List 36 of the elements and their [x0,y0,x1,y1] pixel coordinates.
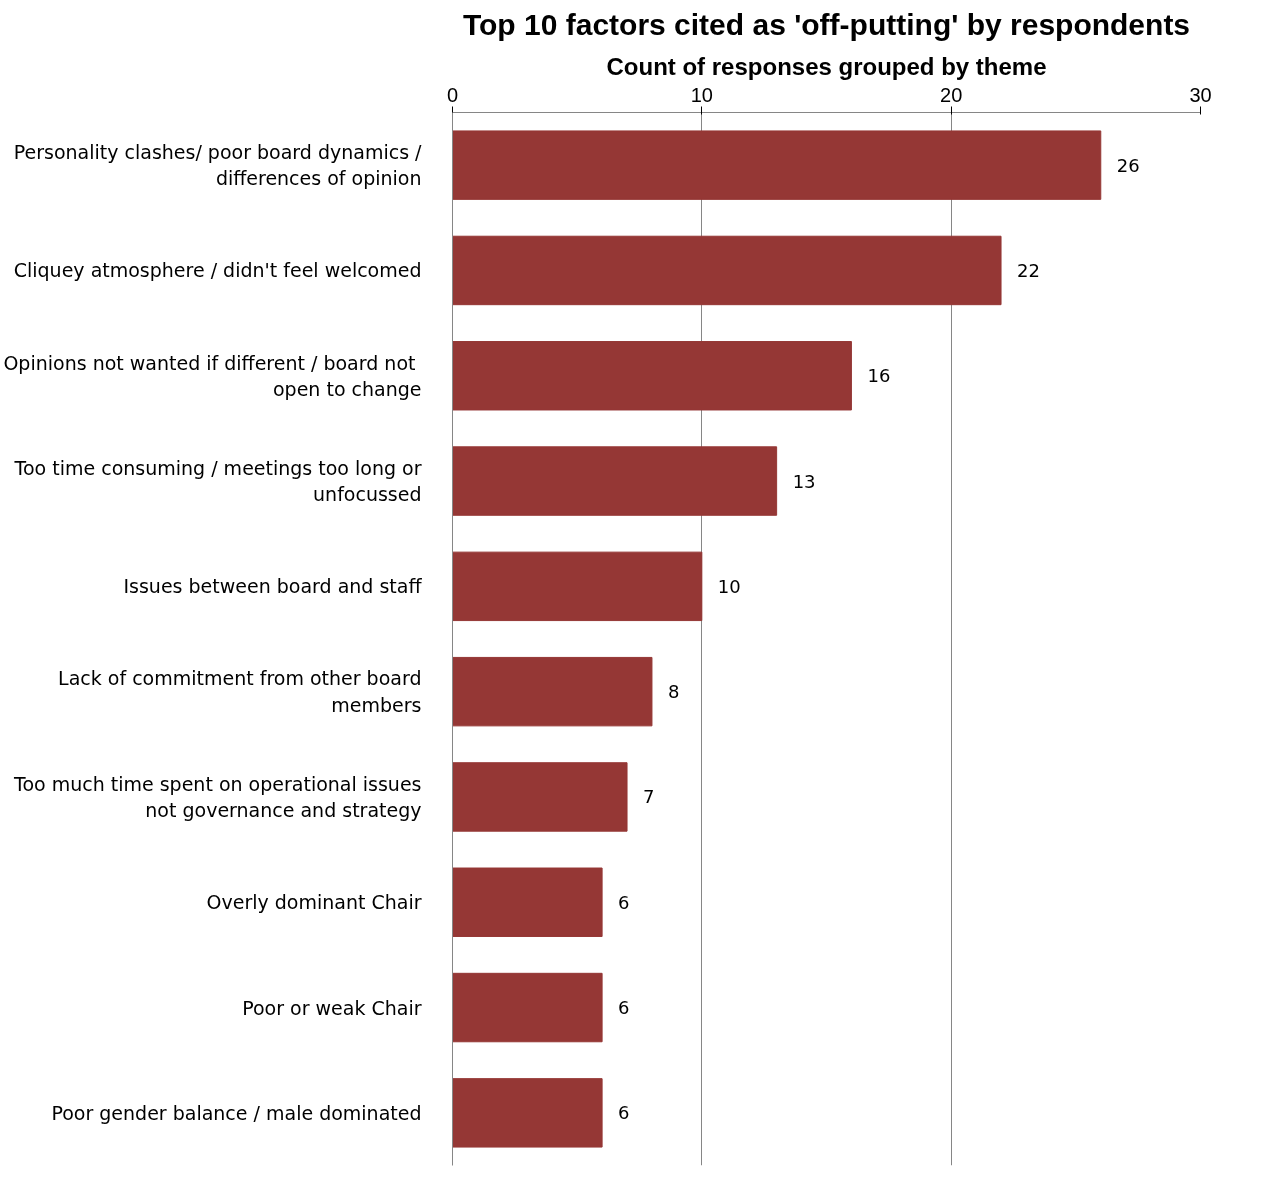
bar [452,762,628,832]
chart-title: Top 10 factors cited as 'off-putting' by respondents [462,7,1191,41]
data-label: 6 [618,1102,630,1124]
data-label: 13 [792,470,816,492]
y-tick-label: Lack of commitment from other board members [58,667,422,716]
x-tick-label: 0 [446,83,459,106]
chart-subtitle: Count of responses grouped by theme [606,52,1047,80]
y-tick-label: Poor or weak Chair [242,996,422,1019]
bar [452,867,603,937]
y-tick-label: Too time consuming / meetings too long or unfocussed [13,456,422,506]
y-tick-label: Overly dominant Chair [206,891,422,914]
x-tick-label: 20 [940,83,963,106]
data-label: 7 [643,786,655,808]
bar [452,972,603,1043]
bar [452,551,703,622]
data-label: 6 [618,891,630,913]
x-tick-label: 10 [690,83,713,106]
y-tick-label: Opinions not wanted if different / board not open to change [3,351,422,400]
bar [452,656,653,727]
data-label: 16 [867,365,891,387]
bar [452,446,778,516]
y-tick-label: Too much time spent on operational issues not governance and strategy [13,772,422,822]
bar [452,235,1002,306]
data-label: 6 [618,997,630,1019]
data-label: 22 [1017,259,1040,281]
bar [452,1078,603,1148]
data-label: 8 [667,681,680,703]
x-tick-label: 30 [1189,83,1212,106]
y-tick-label: Issues between board and staff [123,575,423,598]
bar [452,130,1102,200]
bar [452,341,852,411]
data-label: 26 [1116,154,1140,176]
data-label: 10 [717,575,741,597]
y-tick-label: Personality clashes/ poor board dynamics / differences of opinion [13,140,423,190]
y-tick-label: Cliquey atmosphere / didn't feel welcomed [13,259,422,282]
y-tick-label: Poor gender balance / male dominated [51,1101,422,1124]
